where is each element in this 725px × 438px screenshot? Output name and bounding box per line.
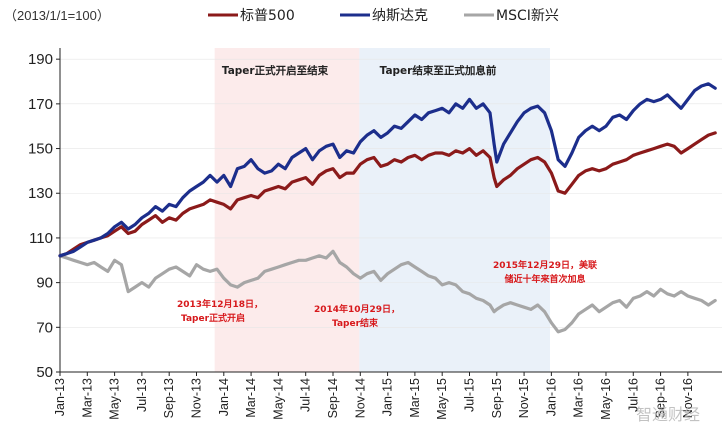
band-label-taper-start-end: Taper正式开启至结束 xyxy=(222,64,329,77)
x-tick-label: May-14 xyxy=(271,378,285,420)
legend-item-nasdaq: 纳斯达克 xyxy=(340,8,428,24)
x-tick-label: Jul-14 xyxy=(299,378,313,412)
x-tick-label: Mar-14 xyxy=(244,378,258,418)
annotation-line: 2015年12月29日，美联 xyxy=(493,259,598,271)
x-tick-labels: Jan-13 Mar-13 May-13 Jul-13 Sep-13 Nov-13 Jan-… xyxy=(53,372,695,420)
annotation-fed-hike: 2015年12月29日，美联 储近十年来首次加息 xyxy=(493,259,598,285)
legend-item-sp500: 标普500 xyxy=(208,8,295,24)
y-tick-label: 190 xyxy=(28,51,53,68)
shaded-periods xyxy=(214,48,551,372)
legend-label-msci-em: MSCI新兴 xyxy=(496,8,559,24)
x-tick-label: Sep-16 xyxy=(654,378,668,418)
legend-label-sp500: 标普500 xyxy=(240,8,295,24)
shaded-band-0 xyxy=(214,48,360,372)
y-tick-label: 70 xyxy=(36,319,53,336)
x-tick-label: Mar-15 xyxy=(408,378,422,418)
x-tick-label: Nov-16 xyxy=(681,378,695,418)
x-tick-label: Nov-14 xyxy=(353,378,367,418)
x-tick-label: Mar-13 xyxy=(80,378,94,418)
annotation-taper-start: 2013年12月18日， Taper正式开启 xyxy=(177,298,263,324)
y-gridlines xyxy=(60,58,722,328)
annotation-line: 2013年12月18日， xyxy=(177,298,263,310)
x-tick-label: Jan-15 xyxy=(381,378,395,416)
unit-label: （2013/1/1=100） xyxy=(4,8,110,23)
x-tick-label: Sep-15 xyxy=(490,378,504,418)
watermark: 智通财经 xyxy=(636,405,700,424)
y-tick-label: 110 xyxy=(29,230,53,247)
annotation-line: 2014年10月29日， xyxy=(314,303,400,315)
x-tick-label: Jan-13 xyxy=(53,378,67,416)
x-tick-label: Nov-13 xyxy=(189,378,203,418)
series-line-2 xyxy=(58,249,717,334)
x-tick-label: Mar-16 xyxy=(572,378,586,418)
x-tick-label: Sep-13 xyxy=(162,378,176,418)
legend-label-nasdaq: 纳斯达克 xyxy=(372,8,428,24)
x-tick-label: May-13 xyxy=(108,378,122,420)
annotation-line: Taper正式开启 xyxy=(181,312,245,324)
x-tick-label: Jul-16 xyxy=(626,378,640,412)
annotation-line: 储近十年来首次加息 xyxy=(504,273,585,285)
x-tick-label: Sep-14 xyxy=(326,378,340,418)
annotation-taper-end: 2014年10月29日， Taper结束 xyxy=(314,303,400,329)
shaded-band-1 xyxy=(359,48,551,372)
band-label-taper-end-hike: Taper结束至正式加息前 xyxy=(380,64,497,77)
x-tick-label: May-16 xyxy=(599,378,613,420)
y-tick-label: 130 xyxy=(28,185,53,202)
y-tick-label: 90 xyxy=(36,275,53,292)
x-tick-label: Nov-15 xyxy=(517,378,531,418)
series-lines xyxy=(58,82,717,334)
legend-item-msci-em: MSCI新兴 xyxy=(464,8,559,24)
y-tick-label: 50 xyxy=(36,364,53,381)
legend: 标普500 纳斯达克 MSCI新兴 xyxy=(208,8,559,24)
y-tick-labels: 50 70 90 110 130 150 170 190 xyxy=(28,51,60,381)
axes xyxy=(59,48,722,373)
x-tick-label: Jan-14 xyxy=(217,378,231,416)
x-tick-label: Jan-16 xyxy=(544,378,558,416)
series-line-1 xyxy=(58,82,717,258)
x-tick-label: May-15 xyxy=(435,378,449,420)
x-tick-label: Jul-13 xyxy=(135,378,149,412)
y-tick-label: 170 xyxy=(28,96,53,113)
series-line-0 xyxy=(58,131,717,258)
x-tick-label: Jul-15 xyxy=(462,378,476,412)
y-tick-label: 150 xyxy=(28,141,53,158)
annotation-line: Taper结束 xyxy=(332,317,379,329)
